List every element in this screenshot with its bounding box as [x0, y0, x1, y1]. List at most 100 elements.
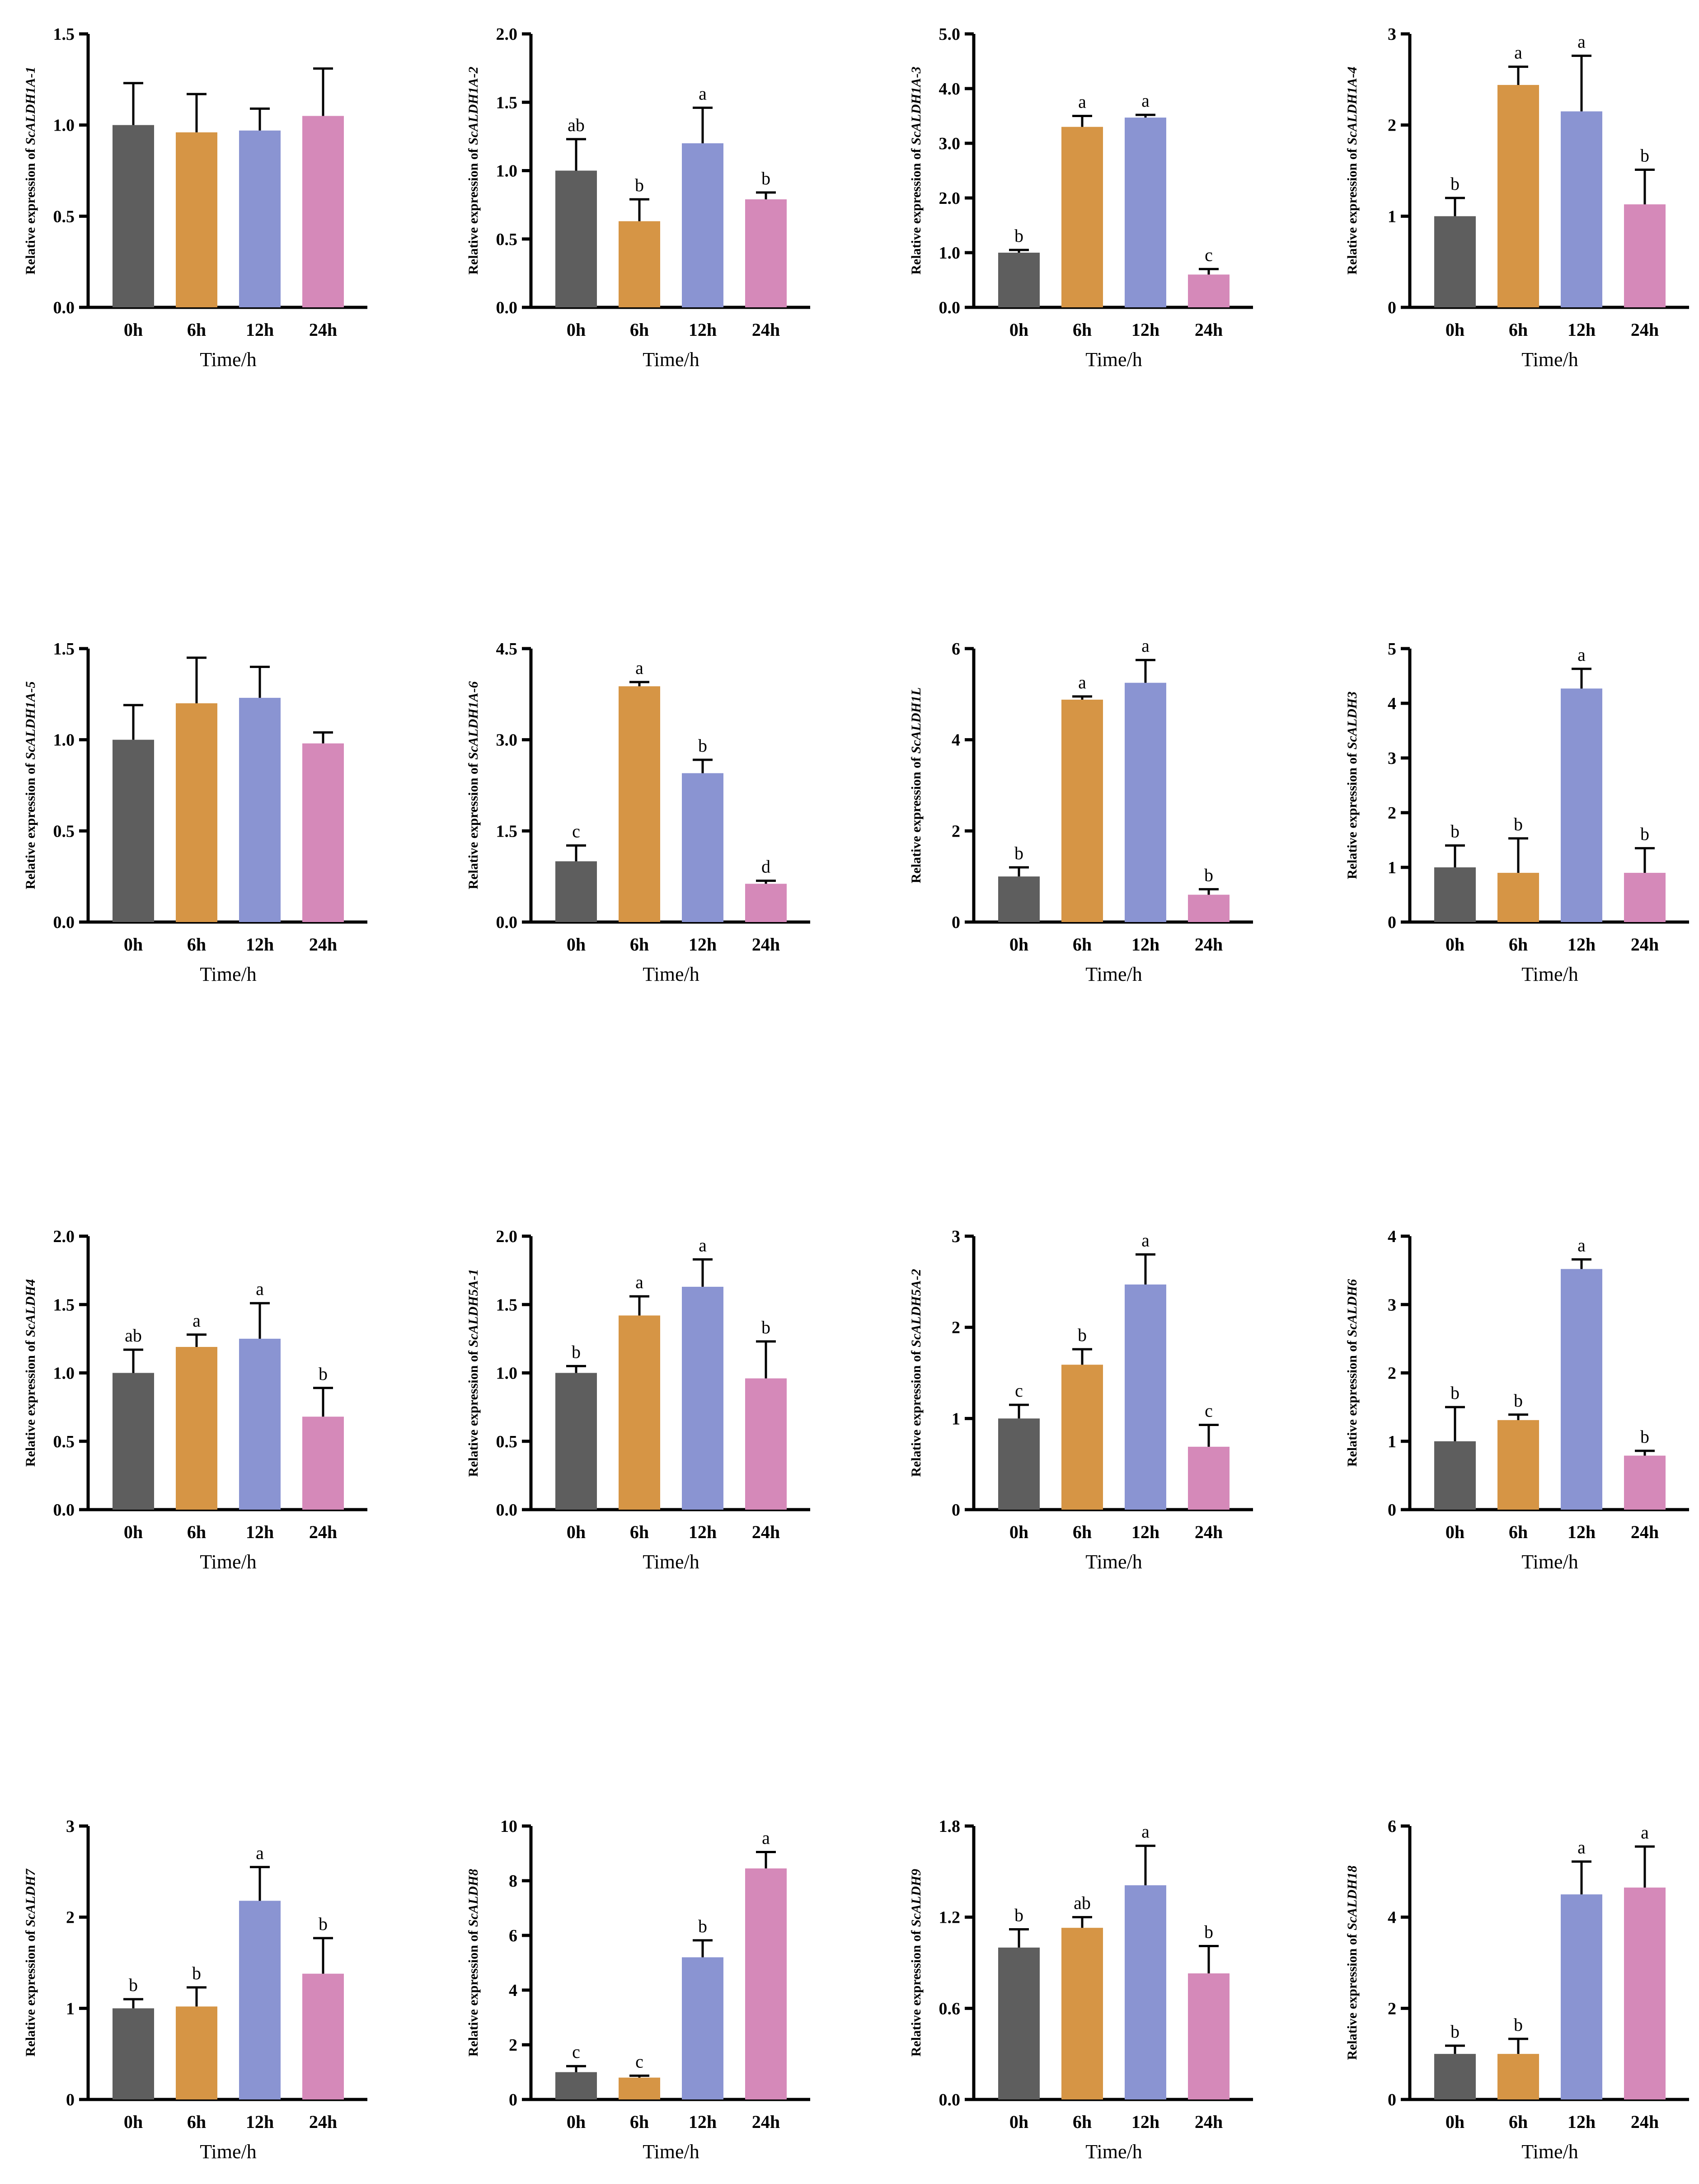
bar-24h: [1624, 204, 1666, 307]
bar-24h: [302, 1417, 344, 1510]
bar-12h: [1125, 118, 1166, 307]
y-axis-title: Relative expression of ScALDH5A-2: [909, 1269, 924, 1477]
significance-letter: b: [1640, 145, 1649, 165]
y-axis-title-prefix: Relative expression of: [909, 1927, 924, 2057]
gene-name: ScALDH18: [1345, 1865, 1360, 1930]
x-tick-label: 12h: [1131, 2112, 1159, 2132]
bar-6h: [176, 2006, 217, 2099]
x-tick-label: 12h: [246, 320, 274, 340]
bar-12h: [682, 1957, 723, 2099]
x-tick-label: 24h: [1631, 320, 1659, 340]
x-axis-title: Time/h: [1521, 1551, 1578, 1573]
x-tick-label: 6h: [1509, 934, 1528, 955]
significance-letter: a: [1141, 1230, 1150, 1250]
bar-6h: [1061, 1928, 1103, 2099]
bar-6h: [619, 221, 660, 307]
bar-6h: [176, 1347, 217, 1510]
significance-letter: b: [1450, 174, 1460, 194]
significance-letter: a: [192, 1310, 201, 1331]
y-tick-label: 1: [1388, 858, 1396, 877]
chart-panel-14: 0 2 4 6 8 10 c 0h c 6h b 12h a 24h Time/h Relative expr…: [466, 1817, 810, 2163]
y-tick-label: 6: [509, 1926, 517, 1945]
x-tick-label: 12h: [689, 1522, 717, 1542]
x-tick-label: 24h: [1195, 934, 1223, 955]
bar-0h: [555, 2072, 597, 2099]
bar-24h: [302, 743, 344, 922]
y-tick-label: 0: [509, 2090, 517, 2109]
x-tick-label: 6h: [187, 1522, 206, 1542]
x-axis-title: Time/h: [1085, 348, 1142, 371]
significance-letter: a: [635, 658, 643, 678]
y-axis-title-prefix: Relative expression of: [23, 145, 38, 275]
y-tick-label: 1.0: [939, 244, 961, 263]
significance-letter: b: [319, 1364, 328, 1384]
x-tick-label: 24h: [1195, 2112, 1223, 2132]
chart-panel-12: 0 1 2 3 4 b 0h b 6h a 12h b 24h Time/h Relative expres…: [1345, 1227, 1689, 1573]
significance-letter: b: [698, 735, 707, 756]
significance-letter: a: [1141, 1822, 1150, 1842]
y-tick-label: 0.0: [496, 298, 518, 317]
significance-letter: b: [572, 1341, 581, 1362]
x-tick-label: 0h: [124, 934, 143, 955]
x-axis-title: Time/h: [1521, 348, 1578, 371]
bar-6h: [1061, 127, 1103, 307]
significance-letter: c: [1205, 1400, 1213, 1421]
x-tick-label: 6h: [187, 320, 206, 340]
y-tick-label: 2: [66, 1908, 75, 1927]
gene-name: ScALDH9: [909, 1869, 924, 1927]
significance-letter: ab: [125, 1325, 142, 1346]
bar-24h: [1188, 1973, 1230, 2099]
y-tick-label: 8: [509, 1872, 517, 1891]
significance-letter: c: [635, 2051, 643, 2071]
x-tick-label: 12h: [246, 1522, 274, 1542]
gene-name: ScALDH8: [466, 1869, 481, 1927]
chart-panel-3: 0.0 1.0 2.0 3.0 4.0 5.0 b 0h a 6h a 12h c 24h Time/h Re…: [909, 25, 1253, 371]
x-tick-label: 6h: [1073, 1522, 1092, 1542]
x-tick-label: 0h: [1009, 1522, 1028, 1542]
y-tick-label: 6: [952, 640, 960, 659]
bar-0h: [998, 876, 1040, 922]
bar-24h: [745, 1378, 787, 1510]
x-tick-label: 12h: [1568, 2112, 1596, 2132]
y-tick-label: 1.0: [496, 1364, 518, 1383]
x-tick-label: 24h: [309, 934, 337, 955]
bar-6h: [1061, 1365, 1103, 1510]
significance-letter: c: [1015, 1380, 1023, 1401]
x-tick-label: 6h: [1073, 934, 1092, 955]
x-axis-title: Time/h: [200, 348, 257, 371]
x-tick-label: 6h: [630, 320, 649, 340]
y-tick-label: 0.5: [53, 822, 75, 841]
x-tick-label: 0h: [567, 2112, 586, 2132]
y-tick-label: 5: [1388, 640, 1396, 659]
x-axis-title: Time/h: [643, 2141, 699, 2163]
y-tick-label: 2.0: [939, 189, 961, 208]
gene-name: ScALDH1A-2: [466, 66, 481, 145]
bar-12h: [1125, 1284, 1166, 1510]
bar-24h: [1188, 894, 1230, 922]
y-tick-label: 4: [1388, 1227, 1396, 1246]
significance-letter: a: [1078, 92, 1086, 112]
x-tick-label: 0h: [1446, 2112, 1464, 2132]
x-axis-title: Time/h: [643, 1551, 699, 1573]
y-tick-label: 2: [952, 1318, 960, 1337]
y-tick-label: 1.0: [53, 1364, 75, 1383]
x-tick-label: 6h: [187, 934, 206, 955]
y-axis-title-prefix: Relative expression of: [23, 1337, 38, 1467]
chart-panel-5: 0.0 0.5 1.0 1.5 0h 6h 12h 24h Time/h Relative exp…: [23, 640, 367, 985]
bar-24h: [1624, 873, 1666, 922]
significance-letter: a: [1514, 42, 1522, 63]
x-tick-label: 6h: [1509, 2112, 1528, 2132]
gene-name: ScALDH3: [1345, 692, 1360, 749]
x-axis-title: Time/h: [1085, 963, 1142, 985]
significance-letter: b: [1640, 824, 1649, 844]
y-tick-label: 3: [1388, 749, 1396, 768]
significance-letter: c: [572, 2042, 580, 2062]
y-tick-label: 2: [1388, 1999, 1396, 2018]
significance-letter: b: [1204, 865, 1213, 885]
significance-letter: a: [762, 1827, 770, 1848]
x-tick-label: 6h: [630, 1522, 649, 1542]
bar-12h: [1561, 1894, 1602, 2099]
y-axis-title: Relative expression of ScALDH1L: [909, 687, 924, 884]
significance-letter: b: [1514, 1390, 1523, 1411]
bar-0h: [113, 1373, 154, 1510]
